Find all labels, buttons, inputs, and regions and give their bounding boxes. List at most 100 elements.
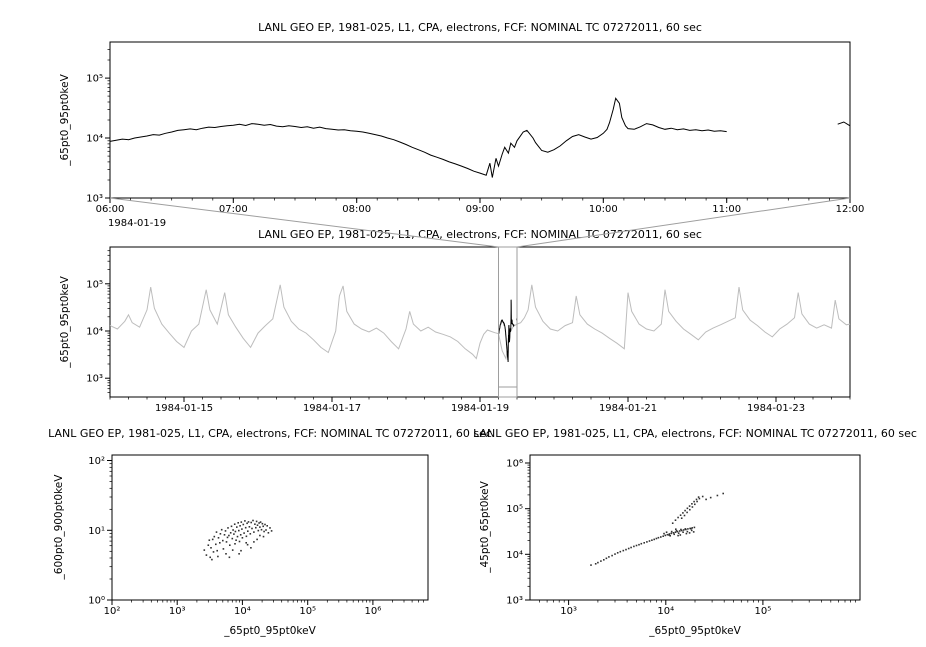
scatter-point xyxy=(686,530,689,533)
scatter-point xyxy=(238,553,240,555)
scatter-point xyxy=(686,507,689,510)
scatter-point xyxy=(233,523,236,525)
scatter-point xyxy=(663,532,665,535)
scatter-point xyxy=(251,527,253,530)
x-tick-label: 10⁴ xyxy=(657,606,674,617)
scatter-point xyxy=(235,539,237,541)
scatter-point xyxy=(247,521,250,523)
scatter-point xyxy=(257,529,260,532)
y-tick-label: 10⁴ xyxy=(506,550,523,561)
scatter-point xyxy=(212,551,215,553)
y-tick-label: 10³ xyxy=(506,596,523,607)
scatter-point xyxy=(622,549,625,552)
scatter-point xyxy=(246,522,248,525)
scatter-point xyxy=(224,530,227,532)
scatter-point xyxy=(225,553,227,555)
x-tick-label: 07:00 xyxy=(219,204,248,215)
scatter-point xyxy=(691,503,693,505)
scatter-point xyxy=(229,544,231,546)
scatter-point xyxy=(213,535,216,538)
context-panel-plot-area[interactable]: 1984-01-15 1984-01-17 1984-01-19 1984-01-21… xyxy=(86,246,851,414)
scatter-point xyxy=(255,520,258,523)
scatter-point xyxy=(677,534,679,537)
scatter-point xyxy=(701,495,704,498)
scatter-point xyxy=(236,526,238,528)
x-tick-label: 1984-01-19 xyxy=(451,403,509,414)
scatter-point xyxy=(657,536,660,539)
scatter-left-title: LANL GEO EP, 1981-025, L1, CPA, electron… xyxy=(48,427,492,440)
scatter-point xyxy=(234,543,236,545)
scatter-point xyxy=(625,548,627,551)
scatter-point xyxy=(265,529,267,531)
scatter-point xyxy=(638,543,640,546)
plot-frame xyxy=(109,246,851,398)
scatter-point xyxy=(236,535,239,538)
scatter-point xyxy=(674,519,677,521)
context-panel-title: LANL GEO EP, 1981-025, L1, CPA, electron… xyxy=(258,228,702,241)
scatter-point xyxy=(220,528,223,531)
scatter-point xyxy=(616,552,619,554)
scatter-left-plot-area[interactable]: 10² 10³ 10⁴ 10⁵ 10⁶ 10⁰ 10¹ 10² xyxy=(88,454,429,617)
plot-frame xyxy=(109,41,851,199)
top-panel-plot-area[interactable]: 06:00 07:00 08:00 09:00 10:00 11:00 12:00 10³ 10… xyxy=(86,41,864,215)
scatter-point xyxy=(676,530,679,533)
scatter-point xyxy=(672,532,675,534)
scatter-point xyxy=(670,532,673,535)
scatter-point xyxy=(680,517,683,519)
scatter-point xyxy=(648,540,651,542)
scatter-point xyxy=(594,563,597,565)
scatter-point xyxy=(232,529,234,531)
scatter-point xyxy=(255,526,257,529)
y-tick-label: 10² xyxy=(88,456,105,467)
scatter-point xyxy=(219,542,221,544)
x-tick-label: 10³ xyxy=(560,606,577,617)
x-tick-label: 1984-01-15 xyxy=(155,403,213,414)
scatter-right-plot-area[interactable]: 10³ 10⁴ 10⁵ 10³ 10⁴ 10⁵ 10⁶ xyxy=(506,454,861,617)
scatter-point xyxy=(253,531,255,533)
scatter-point xyxy=(608,556,610,558)
scatter-point xyxy=(222,548,225,550)
y-tick-label: 10⁰ xyxy=(88,596,105,607)
scatter-point xyxy=(231,549,234,551)
scatter-point xyxy=(260,528,263,531)
scatter-point xyxy=(675,529,678,532)
scatter-point xyxy=(677,532,680,534)
scatter-point xyxy=(266,525,268,527)
scatter-point xyxy=(211,558,213,561)
scatter-point xyxy=(691,527,693,529)
scatter-point xyxy=(269,527,271,529)
scatter-point xyxy=(219,533,222,535)
scatter-point xyxy=(671,522,674,524)
scatter-point xyxy=(693,526,696,529)
scatter-point xyxy=(262,525,264,528)
y-tick-label: 10⁴ xyxy=(86,134,103,145)
scatter-point xyxy=(687,528,689,530)
scatter-point xyxy=(670,530,673,533)
scatter-point xyxy=(692,531,695,533)
scatter-point xyxy=(666,533,669,536)
scatter-point xyxy=(600,560,602,562)
x-tick-label: 10⁴ xyxy=(234,606,251,617)
scatter-point xyxy=(238,529,240,532)
scatter-point xyxy=(239,534,242,536)
x-tick-label: 10⁵ xyxy=(299,606,316,617)
scatter-point xyxy=(211,538,214,541)
top-panel-context-date-label: 1984-01-19 xyxy=(108,218,166,229)
scatter-point xyxy=(633,545,635,548)
scatter-point xyxy=(249,533,252,535)
scatter-point xyxy=(231,537,234,540)
scatter-point xyxy=(627,547,630,550)
scatter-point xyxy=(250,521,252,524)
scatter-point xyxy=(697,496,700,498)
panel-scatter-right: LANL GEO EP, 1981-025, L1, CPA, electron… xyxy=(473,427,917,637)
x-tick-label: 09:00 xyxy=(466,204,495,215)
scatter-point xyxy=(253,541,255,543)
scatter-point xyxy=(252,519,254,522)
scatter-point xyxy=(228,534,230,537)
x-tick-label: 1984-01-23 xyxy=(747,403,805,414)
scatter-point xyxy=(685,532,688,535)
scatter-point xyxy=(614,553,616,555)
scatter-point xyxy=(227,527,229,529)
selection-box[interactable] xyxy=(498,246,518,398)
